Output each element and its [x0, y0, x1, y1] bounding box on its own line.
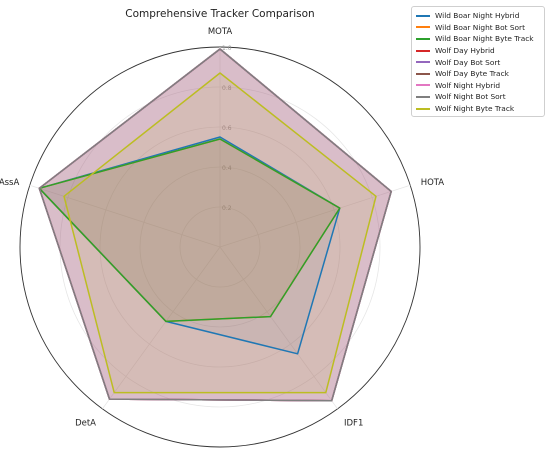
legend-label: Wild Boar Night Byte Track [435, 34, 534, 44]
legend-item: Wild Boar Night Bot Sort [416, 22, 540, 34]
series-line [38, 138, 341, 323]
legend-item: Wild Boar Night Byte Track [416, 33, 540, 45]
legend-label: Wolf Day Bot Sort [435, 57, 501, 67]
grid-spoke [219, 184, 411, 248]
series-line [38, 48, 392, 402]
radial-tick-label: 1.0 [222, 45, 232, 52]
grid-spoke [219, 246, 338, 410]
series-fill [39, 49, 392, 401]
series-fill [39, 49, 392, 401]
grid-spoke [102, 246, 221, 410]
legend-item: Wolf Night Bot Sort [416, 91, 540, 103]
legend-item: Wolf Day Byte Track [416, 68, 540, 80]
axis-label-deta: DetA [75, 419, 96, 429]
axis-label-mota: MOTA [208, 27, 233, 37]
legend-label: Wild Boar Night Bot Sort [435, 22, 525, 32]
radial-tick-label: 0.2 [222, 205, 232, 212]
legend-swatch [416, 95, 430, 98]
series-fill [39, 139, 340, 322]
legend: Wild Boar Night Hybrid Wild Boar Night Bo… [411, 6, 545, 118]
legend-item: Wolf Day Hybrid [416, 45, 540, 57]
series-fills [39, 49, 392, 401]
axis-label-hota: HOTA [421, 178, 445, 188]
legend-label: Wolf Night Byte Track [435, 104, 515, 114]
legend-label: Wild Boar Night Hybrid [435, 11, 520, 21]
axis-labels: MOTA HOTA IDF1 DetA AssA [0, 27, 444, 429]
legend-label: Wolf Night Bot Sort [435, 92, 506, 102]
legend-swatch [416, 84, 430, 87]
axis-label-idf1: IDF1 [344, 419, 363, 429]
series-fill [39, 137, 340, 354]
radial-tick-label: 0.4 [222, 165, 232, 172]
series-fill [64, 73, 376, 393]
legend-item: Wild Boar Night Hybrid [416, 10, 540, 22]
legend-swatch [416, 49, 430, 52]
legend-swatch [416, 14, 430, 17]
series-fill [39, 49, 392, 401]
legend-item: Wolf Day Bot Sort [416, 56, 540, 68]
series-fill [39, 49, 392, 401]
radar-grid: 0.2 0.4 0.6 0.8 1.0 [19, 45, 421, 448]
series-line [63, 72, 377, 394]
legend-item: Wolf Night Byte Track [416, 103, 540, 115]
chart-title: Comprehensive Tracker Comparison [125, 8, 314, 20]
legend-swatch [416, 61, 430, 64]
axis-label-assa: AssA [0, 178, 19, 188]
legend-swatch [416, 107, 430, 110]
grid-spoke [29, 184, 221, 248]
radial-tick-label: 0.8 [222, 85, 232, 92]
legend-label: Wolf Night Hybrid [435, 80, 501, 90]
legend-item: Wolf Night Hybrid [416, 80, 540, 92]
series-fill [39, 139, 340, 322]
legend-label: Wolf Day Hybrid [435, 46, 495, 56]
legend-swatch [416, 26, 430, 29]
series-fill [39, 49, 392, 401]
legend-swatch [416, 72, 430, 75]
series-lines [38, 48, 392, 402]
legend-swatch [416, 37, 430, 40]
legend-label: Wolf Day Byte Track [435, 69, 509, 79]
radial-tick-label: 0.6 [222, 125, 232, 132]
